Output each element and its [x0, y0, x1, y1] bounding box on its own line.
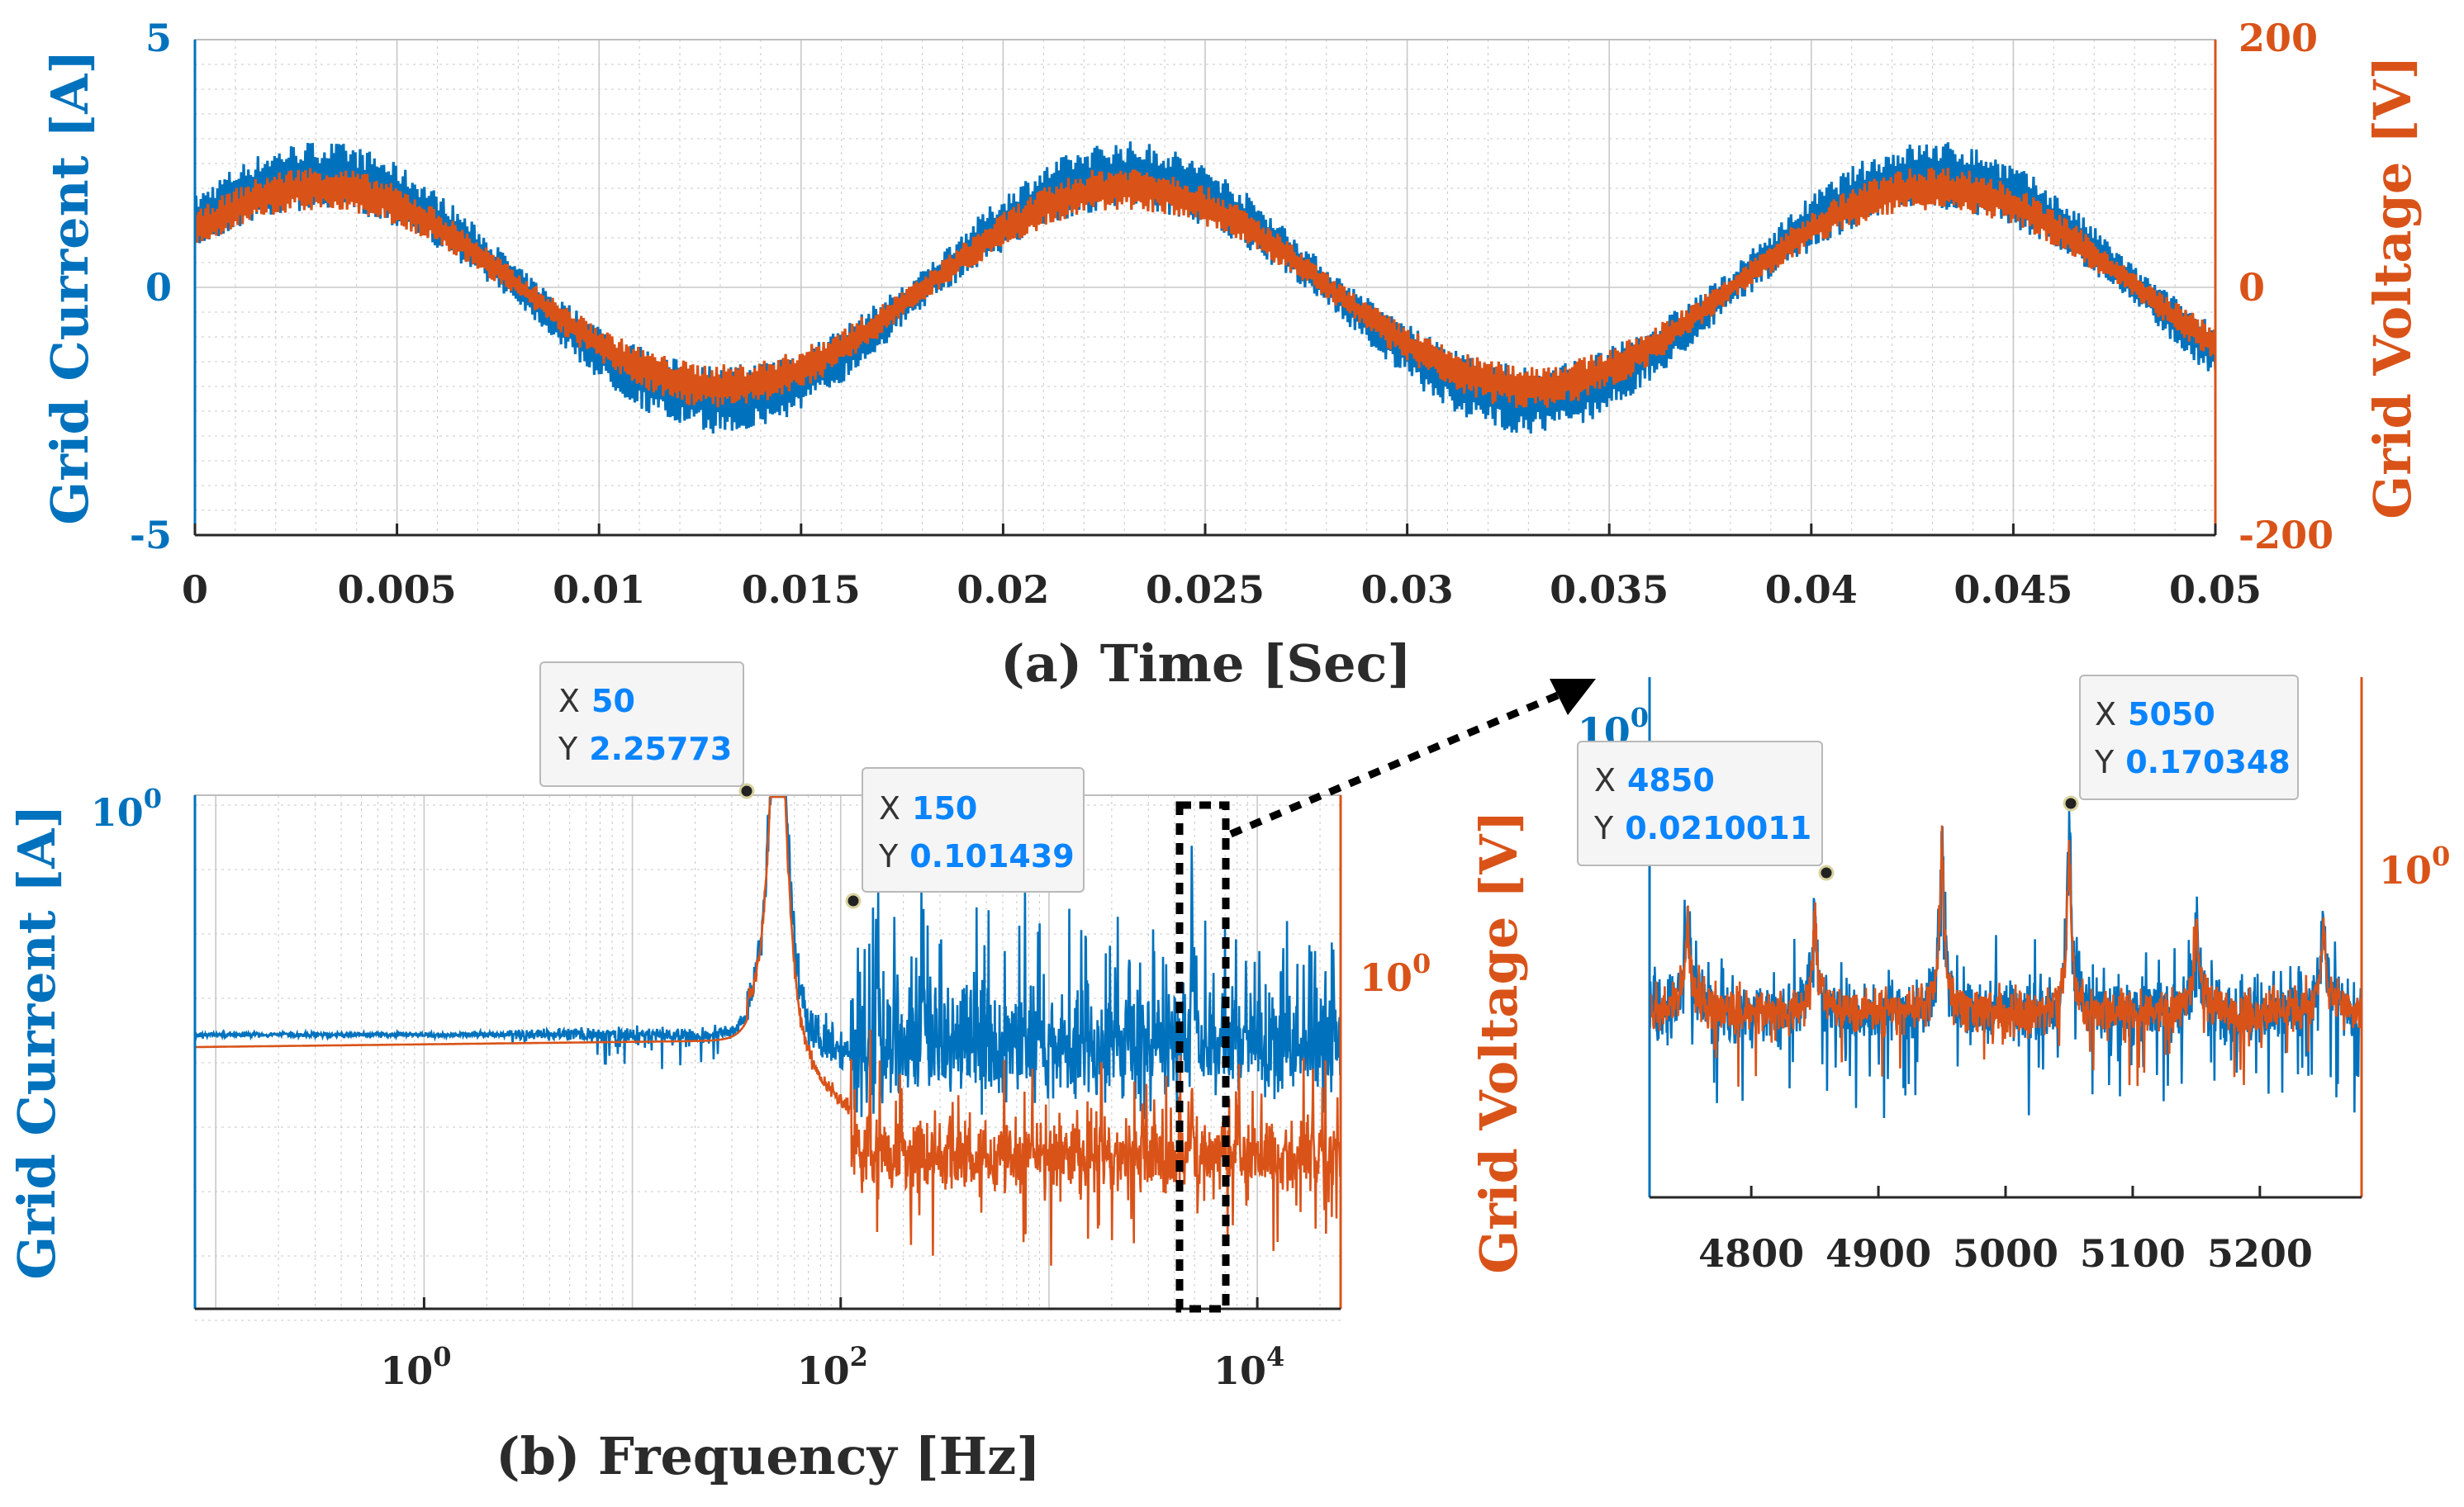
- datatip-50-y-row: Y 2.25773: [558, 731, 732, 767]
- y-tick-right-b-base: 10: [1360, 955, 1412, 1000]
- x-tick-c-2: 5000: [1953, 1231, 2058, 1276]
- datatip-50-y-key: Y: [558, 731, 578, 767]
- datatip-50-x-row: X 50: [558, 683, 635, 719]
- datatip-4850-x-key: X: [1594, 762, 1616, 799]
- x-tick-a-7: 0.035: [1550, 567, 1669, 612]
- x-ticks-a: 0 0.005 0.01 0.015 0.02 0.025 0.03 0.035 0.04 0.0…: [182, 524, 2262, 612]
- datatip-4850-x-row: X 4850: [1594, 762, 1715, 799]
- datatip-150-x-row: X 150: [879, 790, 977, 827]
- voltage-line-a: [195, 168, 2215, 409]
- x-tick-b-exp-1: 2: [850, 1341, 868, 1372]
- y-tick-left-b-base: 10: [91, 790, 144, 835]
- y-label-right-b: Grid Voltage [V]: [1469, 810, 1529, 1273]
- datatip-150[interactable]: X 150 Y 0.101439: [862, 767, 1085, 893]
- x-tick-a-3: 0.015: [742, 567, 861, 612]
- x-tick-c-1: 4900: [1825, 1231, 1931, 1276]
- datatip-marker-4850[interactable]: [1818, 865, 1835, 881]
- datatip-5050-box: [2079, 675, 2299, 800]
- x-tick-a-8: 0.04: [1765, 567, 1858, 612]
- y-tick-left-b-exp: 0: [144, 783, 162, 814]
- y-tick-left-a-2: -5: [130, 513, 172, 557]
- caption-a: (a) Time [Sec]: [1000, 633, 1411, 694]
- voltage-zoom-line: [1650, 825, 2362, 1088]
- datatip-4850-y-row: Y 0.0210011: [1593, 810, 1811, 846]
- y-tick-left-a-0: 5: [145, 16, 172, 60]
- y-label-left-b: Grid Current [A]: [7, 804, 67, 1279]
- x-tick-b-base-2: 10: [1213, 1348, 1266, 1393]
- datatip-5050-x-row: X 5050: [2095, 696, 2215, 732]
- datatip-5050-x-value: 5050: [2128, 696, 2215, 732]
- datatip-50-box: [539, 661, 744, 787]
- y-label-right-a: Grid Voltage [V]: [2362, 55, 2423, 519]
- datatip-150-box: [862, 767, 1085, 893]
- y-tick-right-c-exp: 0: [2432, 841, 2450, 872]
- y-tick-right-b-exp: 0: [1412, 948, 1431, 979]
- datatip-150-y-value: 0.101439: [909, 838, 1075, 874]
- datatip-4850-y-key: Y: [1593, 810, 1614, 846]
- datatip-150-x-key: X: [879, 790, 900, 827]
- datatip-5050-y-key: Y: [2094, 744, 2115, 780]
- y-tick-right-c-base: 10: [2379, 848, 2432, 893]
- x-tick-c-3: 5100: [2080, 1231, 2186, 1276]
- x-tick-b-1: 102: [797, 1341, 868, 1393]
- datatip-150-y-row: Y 0.101439: [878, 838, 1075, 874]
- time-domain-chart: 0 0.005 0.01 0.015 0.02 0.025 0.03 0.035 0.04 0.0…: [40, 16, 2423, 694]
- datatip-4850[interactable]: X 4850 Y 0.0210011: [1577, 741, 1823, 866]
- datatip-5050-y-row: Y 0.170348: [2094, 744, 2291, 780]
- x-tick-b-0: 100: [380, 1341, 451, 1393]
- y-tick-right-b: 100: [1360, 948, 1431, 1000]
- x-tick-a-6: 0.03: [1361, 567, 1454, 612]
- y-tick-right-a-0: 200: [2238, 16, 2318, 60]
- x-tick-a-2: 0.01: [553, 567, 645, 612]
- datatip-5050-y-value: 0.170348: [2125, 744, 2291, 780]
- caption-b: (b) Frequency [Hz]: [496, 1426, 1040, 1486]
- zoom-arrow: [1229, 691, 1560, 838]
- x-tick-b-2: 104: [1213, 1341, 1284, 1393]
- spectrum-chart: 100 102 104 100 100 Grid Current [A] Grid …: [7, 661, 1596, 1486]
- datatip-marker-50[interactable]: [738, 783, 755, 799]
- datatip-150-x-value: 150: [912, 790, 977, 827]
- voltage-spectrum-line: [195, 795, 1341, 1266]
- x-tick-b-exp-0: 0: [433, 1341, 451, 1372]
- datatip-50-x-key: X: [558, 683, 580, 719]
- datatip-4850-box: [1577, 741, 1823, 866]
- y-tick-left-a-1: 0: [145, 265, 172, 310]
- datatip-150-y-key: Y: [878, 838, 899, 874]
- y-label-left-a: Grid Current [A]: [40, 50, 100, 524]
- x-tick-b-exp-2: 4: [1266, 1341, 1284, 1372]
- datatip-5050[interactable]: X 5050 Y 0.170348: [2079, 675, 2299, 800]
- x-tick-a-9: 0.045: [1954, 567, 2072, 612]
- x-tick-b-base-1: 10: [797, 1348, 850, 1393]
- spectrum-zoom-chart: 4800 4900 5000 5100 5200 100 100 X 4850 Y 0.02…: [1577, 675, 2450, 1276]
- x-ticks-b: 100 102 104: [380, 1297, 1284, 1393]
- datatip-marker-150[interactable]: [845, 893, 862, 909]
- datatip-50[interactable]: X 50 Y 2.25773: [539, 661, 744, 787]
- datatip-50-x-value: 50: [591, 683, 635, 719]
- x-tick-a-0: 0: [182, 567, 208, 612]
- zoom-arrow-head: [1550, 679, 1596, 715]
- datatip-4850-x-value: 4850: [1627, 762, 1715, 799]
- zoom-region-box: [1175, 801, 1230, 1313]
- datatip-marker-5050[interactable]: [2063, 795, 2079, 812]
- x-tick-c-0: 4800: [1698, 1231, 1804, 1276]
- datatip-5050-x-key: X: [2095, 696, 2116, 732]
- x-tick-a-4: 0.02: [957, 567, 1049, 612]
- y-tick-right-a-1: 0: [2238, 265, 2265, 310]
- y-tick-right-c: 100: [2379, 841, 2450, 893]
- datatip-4850-y-value: 0.0210011: [1625, 810, 1811, 846]
- x-tick-a-1: 0.005: [338, 567, 457, 612]
- x-tick-b-base-0: 10: [380, 1348, 433, 1393]
- x-tick-c-4: 5200: [2207, 1231, 2313, 1276]
- y-tick-left-b: 100: [91, 783, 162, 835]
- x-tick-a-10: 0.05: [2169, 567, 2262, 612]
- current-spectrum-line: [195, 795, 1341, 1120]
- datatip-50-y-value: 2.25773: [589, 731, 732, 767]
- x-ticks-c: 4800 4900 5000 5100 5200: [1698, 1186, 2313, 1276]
- x-tick-a-5: 0.025: [1146, 567, 1265, 612]
- y-tick-left-c-exp: 0: [1631, 702, 1649, 733]
- y-tick-right-a-2: -200: [2238, 513, 2333, 557]
